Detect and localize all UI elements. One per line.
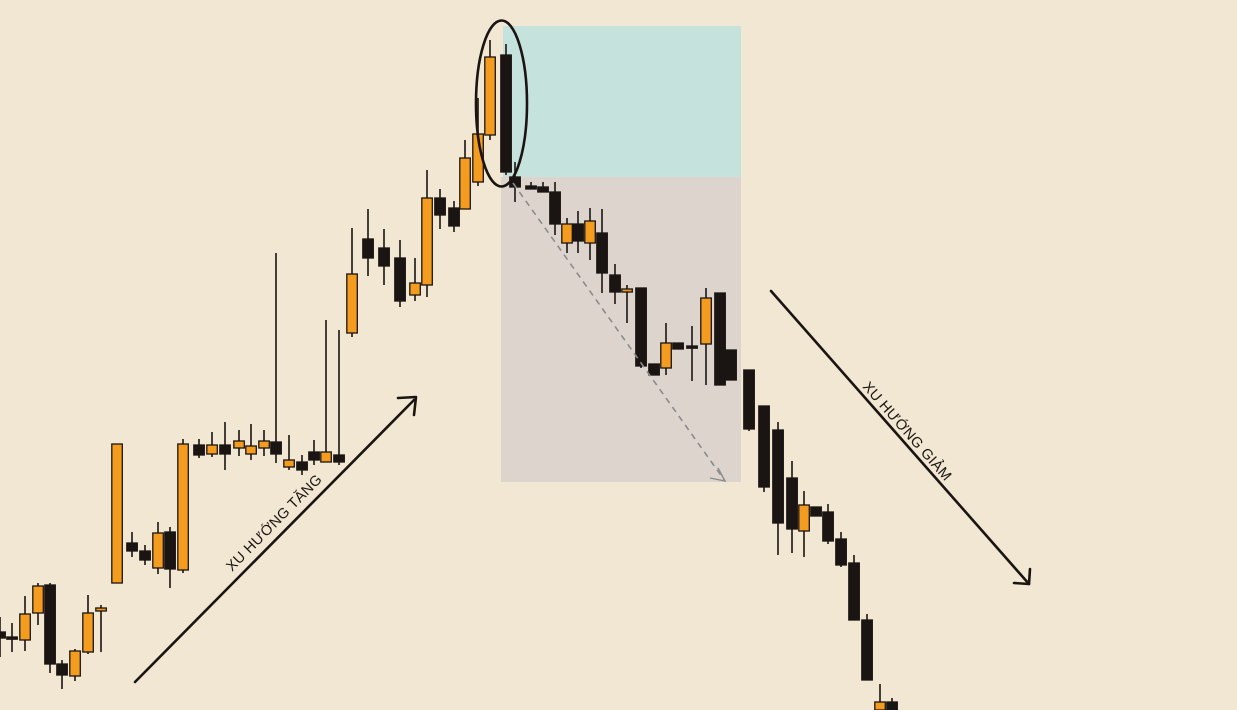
svg-text:XU HƯỚNG TĂNG: XU HƯỚNG TĂNG — [223, 471, 326, 575]
svg-text:XU HƯỚNG GIẢM: XU HƯỚNG GIẢM — [859, 378, 955, 484]
